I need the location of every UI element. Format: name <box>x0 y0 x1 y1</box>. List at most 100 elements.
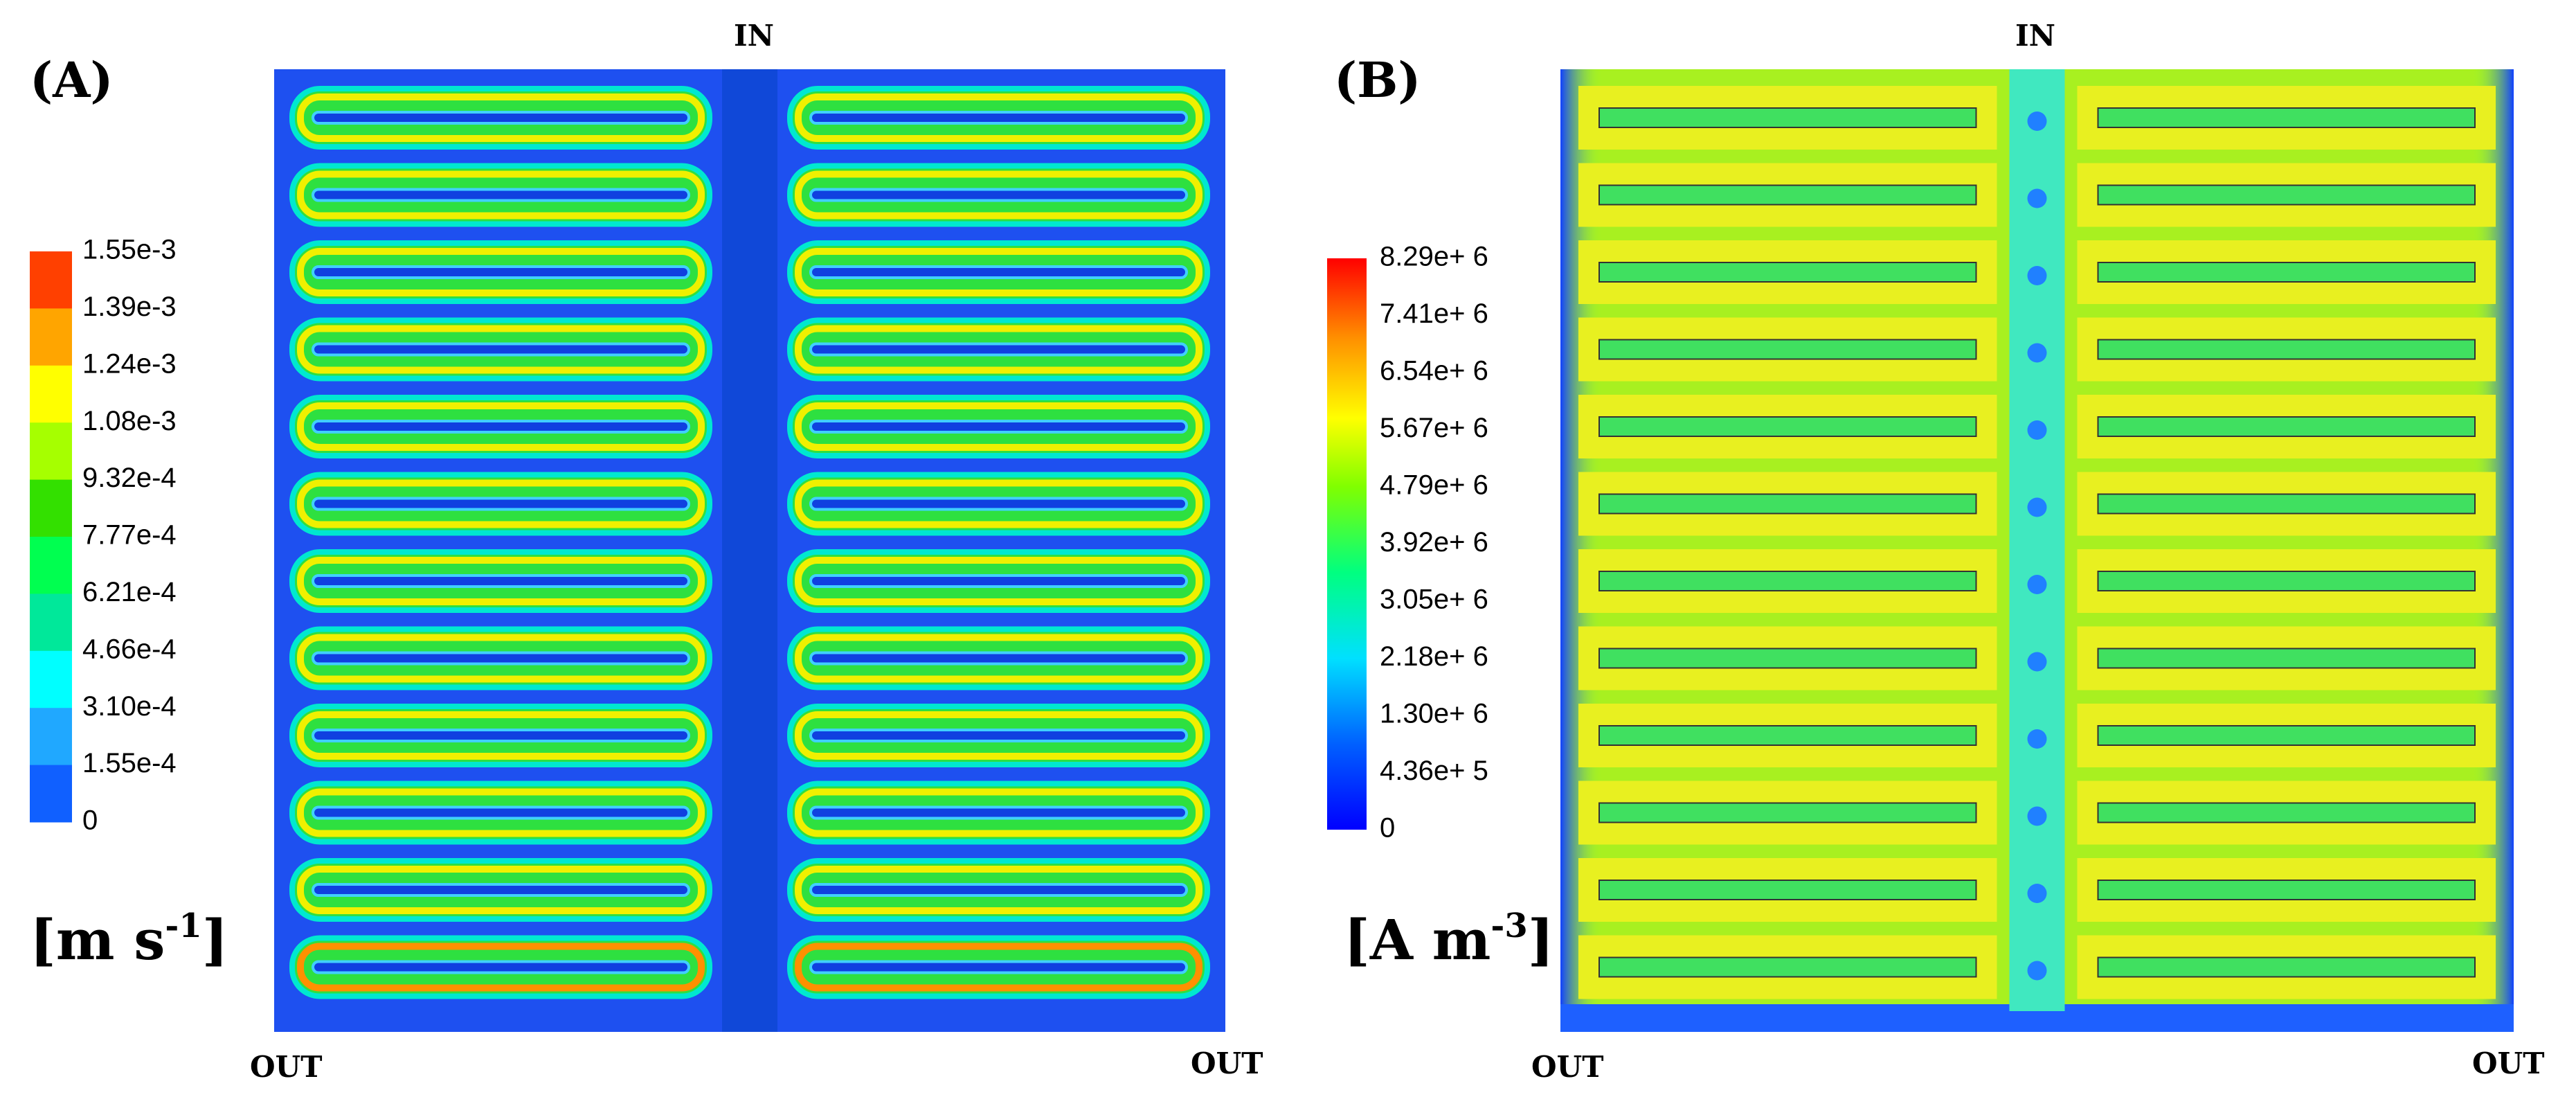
colorbar-tick-label: 6.21e-4 <box>82 577 177 607</box>
colorbar-segment <box>30 594 72 652</box>
unit-text: [A m <box>1344 907 1490 972</box>
channel-core <box>795 711 1203 760</box>
channel-core <box>795 479 1203 528</box>
channel-wall <box>312 188 690 202</box>
channel-core <box>795 325 1203 374</box>
channel-core <box>2097 416 2476 437</box>
colorbar-tick-label: 1.08e-3 <box>82 406 177 436</box>
channel-core <box>297 402 705 451</box>
junction <box>2027 266 2047 285</box>
channel-wall <box>809 729 1188 742</box>
channel-core <box>2097 725 2476 746</box>
channel-core <box>2097 339 2476 360</box>
junction <box>2027 806 2047 826</box>
colorbar-tick-label: 3.05e+ 6 <box>1380 585 1488 615</box>
channel-wall <box>312 342 690 357</box>
channel-core <box>1598 184 1977 206</box>
channel-wall <box>809 960 1188 974</box>
channel-wall <box>312 960 690 974</box>
colorbar-segment <box>30 708 72 766</box>
channel-core <box>297 93 705 142</box>
channel-wall <box>809 574 1188 588</box>
panel-label: (A) <box>30 51 114 109</box>
colorbar-tick-label: 1.39e-3 <box>82 292 177 322</box>
junction <box>2027 884 2047 903</box>
channel-core <box>1598 956 1977 978</box>
colorbar-tick-label: 2.18e+ 6 <box>1380 641 1488 672</box>
colorbar-tick-label: 3.10e-4 <box>82 691 177 722</box>
channel-wall <box>809 805 1188 820</box>
channel-core <box>1598 802 1977 823</box>
colorbar-tick-label: 9.32e-4 <box>82 463 177 493</box>
channel-core <box>795 402 1203 451</box>
colorbar-tick-label: 4.36e+ 5 <box>1380 756 1488 786</box>
channel-core <box>297 788 705 837</box>
colorbar-tick-label: 4.66e-4 <box>82 634 177 664</box>
channel-wall <box>312 265 690 279</box>
channel-core <box>2097 880 2476 900</box>
junction <box>2027 575 2047 594</box>
inlet-label: IN <box>734 19 774 53</box>
inlet-label: IN <box>2015 19 2055 53</box>
junction <box>2027 497 2047 517</box>
center-channel <box>722 69 777 1032</box>
channel-wall <box>312 420 690 434</box>
channel-core <box>297 943 705 992</box>
channel-wall <box>809 420 1188 434</box>
channel-wall <box>312 883 690 897</box>
channel-wall <box>809 265 1188 279</box>
channel-wall <box>809 651 1188 666</box>
channel-wall <box>312 729 690 742</box>
channel-core <box>297 248 705 296</box>
channel-core <box>795 170 1203 220</box>
colorbar-tick-label: 6.54e+ 6 <box>1380 356 1488 386</box>
colorbar-tick-label: 7.77e-4 <box>82 520 177 551</box>
colorbar-segment <box>30 365 72 423</box>
channel-core <box>297 557 705 605</box>
channel-wall <box>809 342 1188 357</box>
unit-label: [m s-1] <box>30 907 228 972</box>
unit-exponent: -1 <box>165 907 201 945</box>
colorbar-segment <box>30 765 72 823</box>
channel-core <box>297 325 705 374</box>
unit-text: ] <box>202 907 228 972</box>
channel-core <box>1598 262 1977 283</box>
channel-wall <box>809 497 1188 511</box>
junction <box>2027 652 2047 672</box>
channel-core <box>297 711 705 760</box>
colorbar-segment <box>30 251 72 309</box>
colorbar-segment <box>30 537 72 594</box>
panel-label: (B) <box>1334 51 1421 109</box>
junction <box>2027 961 2047 981</box>
junction <box>2027 729 2047 749</box>
channel-core <box>1598 880 1977 900</box>
channel-wall <box>809 188 1188 202</box>
channel-core <box>297 866 705 914</box>
colorbar-tick-label: 4.79e+ 6 <box>1380 470 1488 501</box>
channel-core <box>1598 339 1977 360</box>
channel-wall <box>312 651 690 666</box>
channel-wall <box>312 805 690 820</box>
channel-core <box>2097 184 2476 206</box>
colorbar-tick-label: 3.92e+ 6 <box>1380 527 1488 558</box>
junction <box>2027 420 2047 440</box>
channel-core <box>2097 262 2476 283</box>
colorbar-tick-label: 5.67e+ 6 <box>1380 413 1488 443</box>
colorbar-tick-label: 0 <box>82 805 98 836</box>
channel-core <box>297 479 705 528</box>
channel-core <box>795 943 1203 992</box>
channel-core <box>1598 107 1977 128</box>
colorbar-tick-label: 1.55e-3 <box>82 235 177 265</box>
channel-core <box>795 248 1203 296</box>
center-channel <box>2009 69 2065 1011</box>
channel-core <box>2097 107 2476 128</box>
channel-core <box>297 634 705 683</box>
channel-wall <box>809 111 1188 125</box>
channel-core <box>297 170 705 220</box>
colorbar-tick-label: 7.41e+ 6 <box>1380 298 1488 329</box>
unit-label: [A m-3] <box>1344 907 1554 972</box>
channel-core <box>1598 725 1977 746</box>
channel-core <box>2097 956 2476 978</box>
channel-core <box>2097 571 2476 591</box>
panel: (B) 8.29e+ 6 7.41e+ 6 6.54e+ 6 5.67e+ 6 4.79e… <box>1327 19 2544 1084</box>
